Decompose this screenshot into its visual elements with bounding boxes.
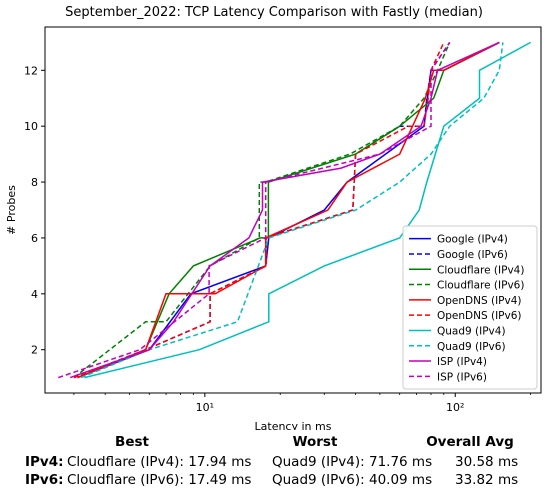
- summary-avg-ipv6: 33.82 ms: [455, 472, 519, 488]
- summary-best-ipv4: Cloudflare (IPv4): 17.94 ms: [67, 454, 252, 470]
- legend-label-cloudflare-ipv6: Cloudflare (IPv6): [437, 280, 524, 292]
- legend-box: [402, 225, 538, 390]
- summary-header-avg: Overall Avg: [426, 434, 514, 450]
- latency-chart: 2 4 6 8 10 12 10¹ 10² Latency in ms # Probes Goog…: [5, 26, 542, 430]
- series-line-opendns-ipv4: [77, 41, 500, 379]
- x-tick-label: 10¹: [196, 401, 214, 414]
- x-tick-label: 10²: [446, 401, 464, 414]
- y-tick-label: 8: [31, 176, 38, 189]
- series-line-quad9-ipv6: [80, 42, 504, 379]
- series-line-isp-ipv6: [58, 41, 451, 379]
- legend-label-quad9-ipv4: Quad9 (IPv4): [437, 325, 506, 337]
- y-tick-label: 6: [31, 232, 38, 245]
- plot-frame: [44, 26, 542, 394]
- legend-label-opendns-ipv6: OpenDNS (IPv6): [437, 310, 522, 322]
- y-tick-label: 10: [24, 120, 38, 133]
- series-line-cloudflare-ipv4: [77, 41, 500, 379]
- y-tick-label: 12: [24, 64, 38, 77]
- legend-label-opendns-ipv4: OpenDNS (IPv4): [437, 295, 522, 307]
- legend-label-quad9-ipv6: Quad9 (IPv6): [437, 341, 506, 353]
- summary-header-best: Best: [115, 434, 149, 450]
- summary-worst-ipv4: Quad9 (IPv4): 71.76 ms: [272, 454, 433, 470]
- summary-row-label-ipv4: IPv4:: [25, 454, 64, 470]
- legend-label-isp-ipv4: ISP (IPv4): [437, 356, 487, 368]
- legend-label-google-ipv6: Google (IPv6): [437, 249, 508, 261]
- y-axis-label: # Probes: [5, 185, 18, 235]
- summary-worst-ipv6: Quad9 (IPv6): 40.09 ms: [272, 472, 433, 488]
- y-tick-label: 2: [31, 344, 38, 357]
- summary-avg-ipv4: 30.58 ms: [455, 454, 519, 470]
- legend-label-cloudflare-ipv4: Cloudflare (IPv4): [437, 264, 524, 276]
- x-axis-label: Latency in ms: [255, 420, 332, 430]
- summary-header-worst: Worst: [292, 434, 338, 450]
- y-tick-label: 4: [31, 288, 38, 301]
- summary-best-ipv6: Cloudflare (IPv6): 17.49 ms: [67, 472, 252, 488]
- summary-row-label-ipv6: IPv6:: [25, 472, 64, 488]
- series-line-opendns-ipv6: [73, 42, 445, 379]
- legend-label-isp-ipv6: ISP (IPv6): [437, 371, 487, 383]
- legend-label-google-ipv4: Google (IPv4): [437, 234, 508, 246]
- series-line-quad9-ipv4: [84, 41, 531, 379]
- chart-title: September_2022: TCP Latency Comparison w…: [65, 5, 483, 20]
